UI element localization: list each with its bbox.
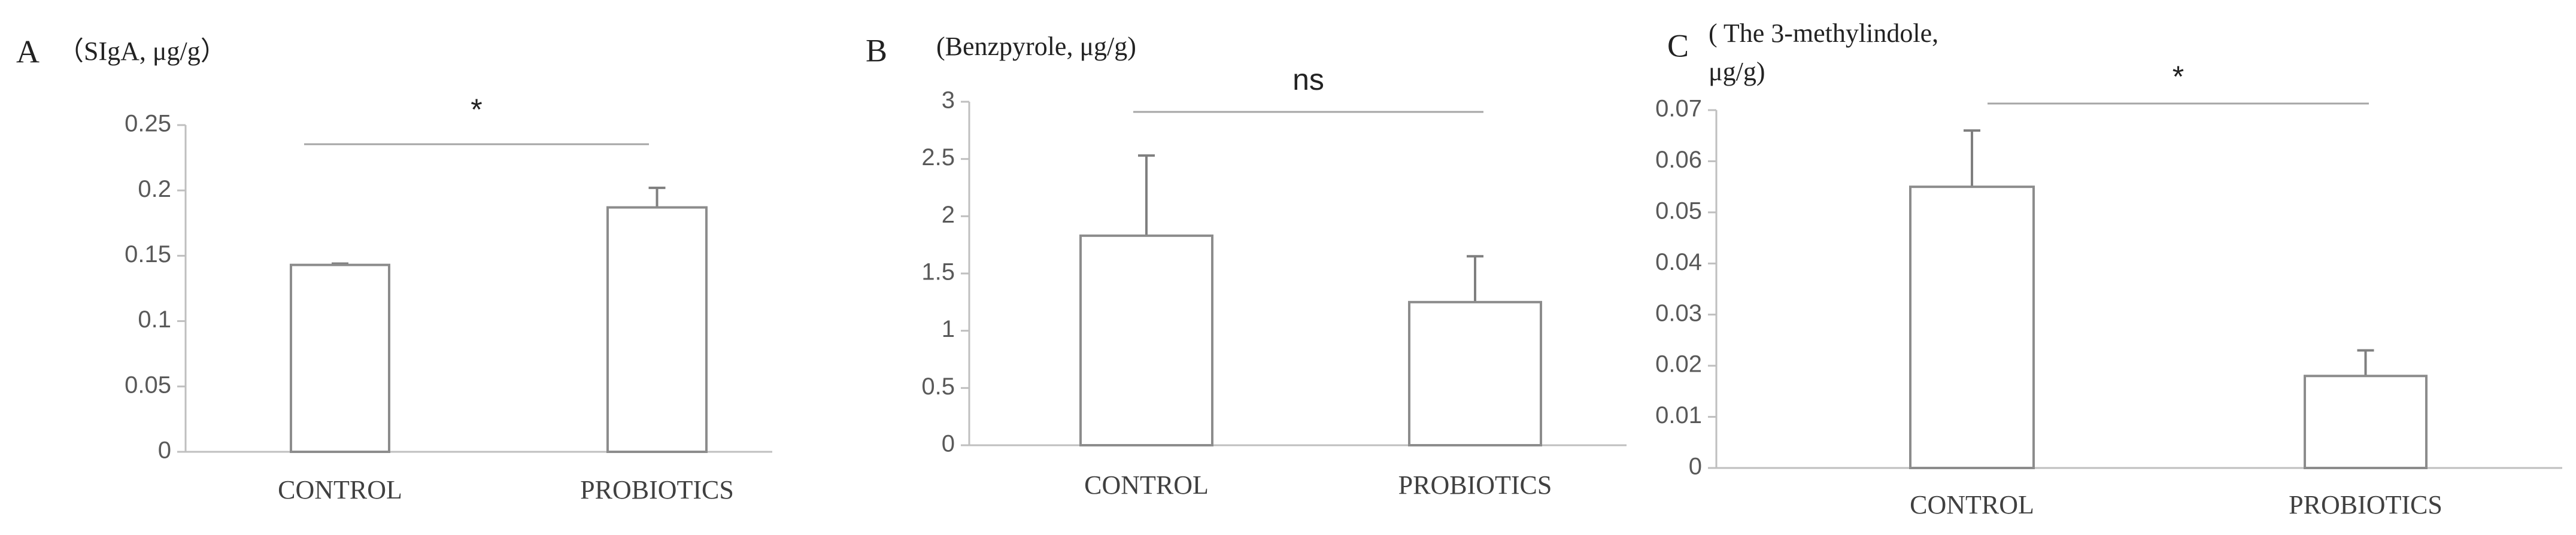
- bar: [1909, 186, 2035, 469]
- panel-label: B: [866, 32, 887, 68]
- x-tick-label: PROBIOTICS: [580, 475, 734, 504]
- chart-title: μg/g): [1709, 57, 1765, 86]
- y-tick-label: 0.05: [1655, 197, 1702, 224]
- y-tick-label: 0.5: [921, 373, 955, 400]
- y-tick-label: 0: [942, 431, 955, 457]
- y-tick-label: 1: [942, 316, 955, 342]
- y-tick-label: 0: [158, 437, 171, 464]
- bar: [290, 263, 390, 453]
- y-tick-label: 0.04: [1655, 249, 1702, 275]
- chart-title: （SIgA, μg/g）: [57, 37, 227, 66]
- y-tick-label: 0.05: [125, 372, 171, 398]
- y-tick-label: 0.01: [1655, 402, 1702, 428]
- significance-label: *: [2173, 60, 2184, 93]
- panel-label: C: [1667, 28, 1689, 63]
- y-tick-label: 0.06: [1655, 147, 1702, 173]
- y-tick-label: 2: [942, 202, 955, 228]
- significance-label: *: [471, 93, 482, 126]
- y-tick-label: 0.15: [125, 241, 171, 268]
- bar: [2304, 375, 2428, 469]
- y-tick-label: 2.5: [921, 144, 955, 171]
- y-tick-label: 0.02: [1655, 351, 1702, 378]
- panel-label: A: [16, 34, 40, 69]
- y-tick-label: 1.5: [921, 259, 955, 285]
- x-tick-label: PROBIOTICS: [2289, 490, 2443, 519]
- chart-title: ( The 3-methylindole,: [1709, 19, 1938, 48]
- y-tick-label: 0: [1689, 454, 1702, 480]
- x-tick-label: CONTROL: [278, 475, 402, 504]
- bar: [606, 206, 708, 453]
- significance-label: ns: [1292, 63, 1324, 96]
- x-tick-label: CONTROL: [1910, 490, 2034, 519]
- y-tick-label: 0.1: [138, 306, 171, 333]
- y-tick-label: 0.25: [125, 111, 171, 137]
- bar: [1408, 300, 1542, 447]
- x-tick-label: PROBIOTICS: [1398, 470, 1552, 500]
- bar: [1079, 234, 1213, 446]
- y-tick-label: 0.03: [1655, 300, 1702, 326]
- y-tick-label: 0.2: [138, 176, 171, 202]
- chart-title: (Benzpyrole, μg/g): [936, 32, 1136, 61]
- y-tick-label: 3: [942, 87, 955, 114]
- x-tick-label: CONTROL: [1084, 470, 1209, 500]
- y-tick-label: 0.07: [1655, 96, 1702, 122]
